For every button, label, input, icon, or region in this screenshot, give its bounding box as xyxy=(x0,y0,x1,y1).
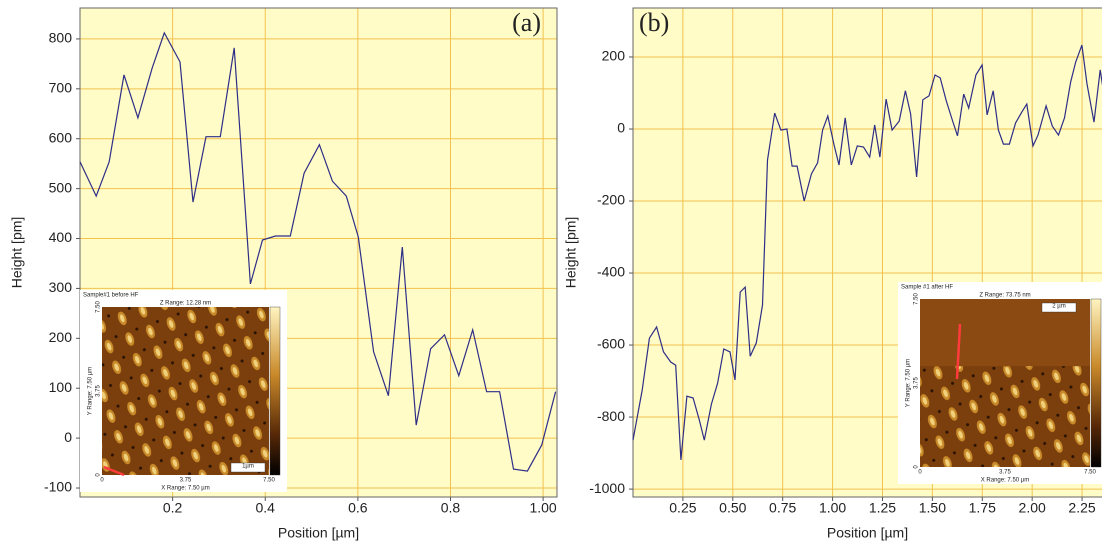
inset-y-label: 3.75 xyxy=(914,377,920,389)
y-tick-label: -400 xyxy=(597,264,625,280)
inset-title: Sample#1 before HF xyxy=(83,293,139,299)
x-tick-label: 1.50 xyxy=(919,500,946,516)
y-tick-label: -600 xyxy=(597,336,625,352)
color-bar xyxy=(1091,299,1101,467)
y-tick-label: 100 xyxy=(49,379,73,395)
x-tick-label: 0.6 xyxy=(348,500,368,516)
y-tick-label: 500 xyxy=(49,179,73,195)
y-tick-label: -800 xyxy=(597,408,625,424)
y-tick-label: -200 xyxy=(597,192,625,208)
inset: Sample #1 after HF Z Range: 73.75 nm X Ran… xyxy=(898,282,1102,484)
x-tick-label: 1.00 xyxy=(819,500,846,516)
afm-image xyxy=(102,307,269,475)
x-tick-label: 1.25 xyxy=(869,500,896,516)
y-tick-label: 0 xyxy=(617,120,625,136)
x-tick-label: 0.25 xyxy=(669,500,696,516)
x-tick-label: 2.00 xyxy=(1019,500,1046,516)
inset-x-label: 7.50 xyxy=(1084,470,1096,476)
y-tick-label: -100 xyxy=(44,479,72,495)
panel-label: (b) xyxy=(639,8,669,37)
y-tick-label: 200 xyxy=(49,329,73,345)
y-axis-label: Height [pm] xyxy=(563,217,579,289)
x-tick-label: 0.8 xyxy=(441,500,461,516)
inset-z-range: Z Range: 12.28 nm xyxy=(160,301,211,307)
inset-x-label: 3.75 xyxy=(180,478,192,484)
inset-y-label: 7.50 xyxy=(914,293,920,305)
y-axis-label: Height [pm] xyxy=(9,217,25,289)
y-tick-label: 400 xyxy=(49,229,73,245)
y-tick-label: 200 xyxy=(602,48,626,64)
x-tick-label: 0.75 xyxy=(769,500,796,516)
y-tick-label: 700 xyxy=(49,80,73,96)
y-tick-label: 800 xyxy=(49,30,73,46)
y-tick-label: 600 xyxy=(49,129,73,145)
color-bar xyxy=(270,307,280,475)
x-tick-label: 0.50 xyxy=(719,500,746,516)
scale-bar-label: 2 µm xyxy=(1052,304,1065,310)
inset-x-label: 3.75 xyxy=(999,470,1011,476)
y-tick-label: -1000 xyxy=(589,480,625,496)
x-axis-label: Position [µm] xyxy=(278,525,359,541)
inset-y-label: 3.75 xyxy=(96,385,102,397)
x-tick-label: 0.2 xyxy=(163,500,183,516)
inset-y-label: 7.50 xyxy=(96,301,102,313)
x-axis-label: Position [µm] xyxy=(827,525,908,541)
inset-x-label: 7.50 xyxy=(263,478,275,484)
panel-label: (a) xyxy=(512,8,541,37)
y-tick-label: 300 xyxy=(49,279,73,295)
panel: -1000 -800 -600 -400 -200 0 200 0.25 0.50 0.75 1.0… xyxy=(563,8,1102,541)
inset-y-range: Y Range: 7.50 µm xyxy=(88,367,94,415)
y-tick-label: 0 xyxy=(64,429,72,445)
inset: Sample#1 before HF Z Range: 12.28 nm X Ran… xyxy=(80,290,287,492)
inset-y-range: Y Range: 7.50 µm xyxy=(906,359,912,407)
inset-x-range: X Range: 7.50 µm xyxy=(981,478,1029,484)
x-tick-label: 0.4 xyxy=(256,500,276,516)
panel: -100 0 100 200 300 400 500 600 700 800 0.2 0.4 0.6 0.… xyxy=(9,8,557,541)
scale-bar-label: 1µm xyxy=(242,464,254,470)
x-tick-label: 2.25 xyxy=(1068,500,1095,516)
figure: -10001002003004005006007008000.20.40.60.… xyxy=(0,0,1102,546)
inset-x-range: X Range: 7.50 µm xyxy=(161,486,209,492)
x-tick-label: 1.75 xyxy=(969,500,996,516)
inset-z-range: Z Range: 73.75 nm xyxy=(979,293,1030,299)
inset-title: Sample #1 after HF xyxy=(901,285,953,291)
x-tick-label: 1.00 xyxy=(529,500,556,516)
